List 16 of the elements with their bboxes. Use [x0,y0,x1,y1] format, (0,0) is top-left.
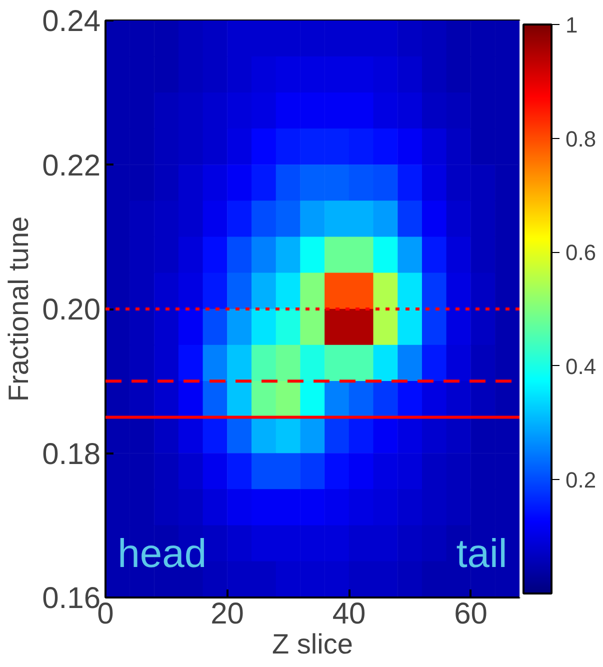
y-tick-label: 0.20 [42,294,100,326]
x-tick-label: 40 [332,598,366,630]
x-axis-title: Z slice [272,628,353,660]
color-bar-label: 1 [566,12,578,38]
color-bar-label: 0.6 [566,240,596,266]
y-tick-label: 0.22 [42,149,100,182]
annotation: head [118,532,207,576]
y-tick-label: 0.18 [42,438,100,471]
x-tick-label: 60 [454,598,488,630]
y-tick-label: 0.24 [42,5,100,38]
annotation: tail [456,532,508,576]
y-axis-title: Fractional tune [3,216,34,402]
x-tick-label: 20 [210,598,244,630]
color-bar-label: 0.2 [566,468,596,493]
color-bar-label: 0.8 [566,126,596,152]
color-bar-label: 0.4 [566,354,596,379]
